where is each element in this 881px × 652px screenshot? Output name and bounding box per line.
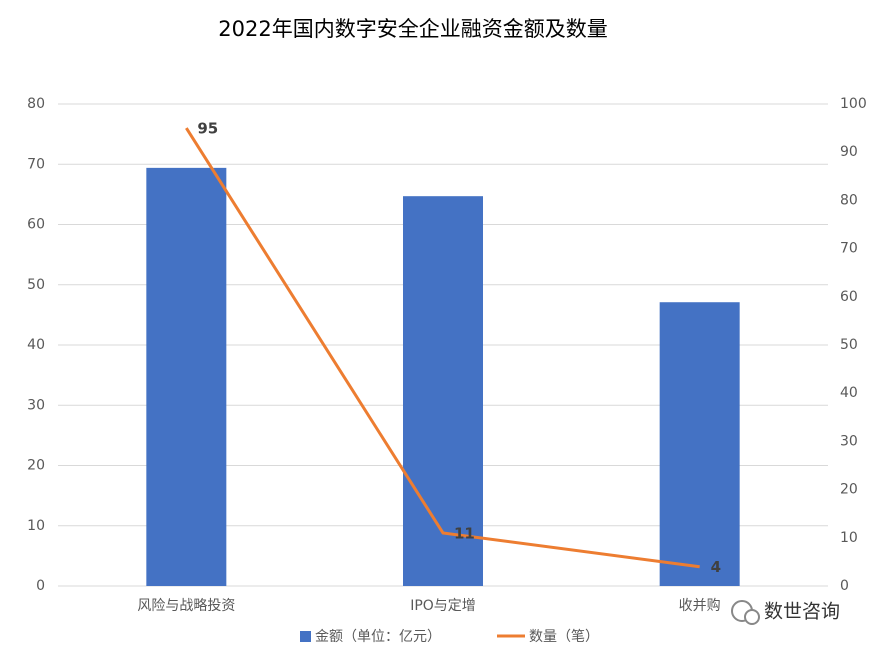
bar xyxy=(403,196,483,586)
watermark: 数世咨询 xyxy=(764,601,840,623)
y2-tick-label: 100 xyxy=(840,96,867,112)
y-tick-label: 70 xyxy=(27,156,45,172)
y-tick-label: 0 xyxy=(36,578,45,594)
bar xyxy=(146,167,227,587)
y-tick-label: 80 xyxy=(27,96,45,112)
data-label: 11 xyxy=(454,524,475,542)
y2-tick-label: 10 xyxy=(840,530,858,546)
y2-tick-label: 20 xyxy=(840,482,858,498)
x-tick-label: 风险与战略投资 xyxy=(137,598,235,614)
y-tick-label: 20 xyxy=(27,458,45,474)
data-label: 95 xyxy=(197,120,218,138)
y-tick-label: 60 xyxy=(27,217,45,233)
bar xyxy=(659,302,740,586)
y2-tick-label: 40 xyxy=(840,385,858,401)
y-tick-label: 40 xyxy=(27,337,45,353)
data-label: 4 xyxy=(711,558,721,576)
y-tick-label: 30 xyxy=(27,397,45,413)
x-tick-label: IPO与定增 xyxy=(410,598,476,614)
legend-swatch xyxy=(300,631,311,642)
chart-title: 2022年国内数字安全企业融资金额及数量 xyxy=(218,17,607,41)
y2-tick-label: 50 xyxy=(840,337,858,353)
x-tick-label: 收并购 xyxy=(679,598,721,614)
y2-tick-label: 60 xyxy=(840,289,858,305)
watermark-icon xyxy=(731,600,760,625)
legend-label: 数量（笔） xyxy=(529,629,599,645)
y2-tick-label: 80 xyxy=(840,192,858,208)
y-tick-label: 10 xyxy=(27,518,45,534)
legend-label: 金额（单位：亿元） xyxy=(315,629,441,645)
y-tick-label: 50 xyxy=(27,277,45,293)
y2-tick-label: 90 xyxy=(840,144,858,160)
line xyxy=(185,127,700,569)
y2-tick-label: 30 xyxy=(840,433,858,449)
y2-tick-label: 70 xyxy=(840,241,858,257)
y2-tick-label: 0 xyxy=(840,578,849,594)
